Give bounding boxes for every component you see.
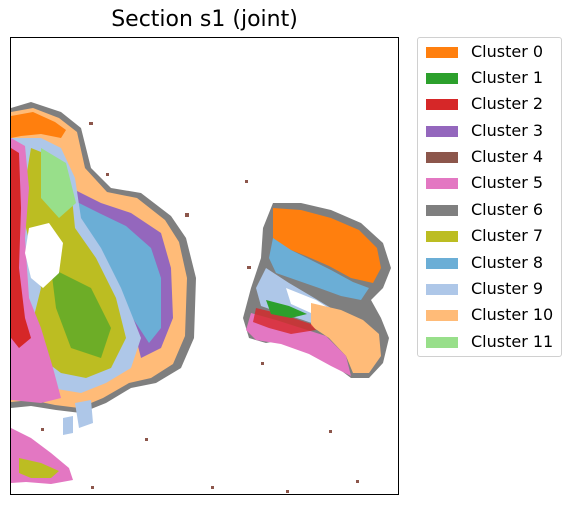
- legend-label: Cluster 11: [471, 332, 554, 351]
- legend-swatch: [426, 230, 458, 242]
- legend-swatch: [426, 98, 458, 110]
- legend-item: Cluster 9: [426, 279, 543, 299]
- left-tissue-orange-band: [11, 112, 66, 138]
- legend-item: Cluster 4: [426, 147, 543, 167]
- legend-item: Cluster 7: [426, 226, 543, 246]
- bottom-tissue-olive: [19, 458, 59, 478]
- legend-swatch: [426, 309, 458, 321]
- legend-item: Cluster 5: [426, 173, 543, 193]
- right-tissue-green: [266, 300, 307, 318]
- small-fragment-1: [75, 400, 93, 428]
- plot-title: Section s1 (joint): [111, 7, 298, 32]
- legend-swatch: [426, 125, 458, 137]
- left-tissue-blue-band: [69, 198, 161, 343]
- legend-swatch: [426, 46, 458, 58]
- legend-label: Cluster 0: [471, 42, 544, 61]
- legend-label: Cluster 6: [471, 200, 544, 219]
- legend-swatch: [426, 336, 458, 348]
- legend-label: Cluster 7: [471, 226, 544, 245]
- legend-label: Cluster 2: [471, 94, 544, 113]
- scattered-specks: [41, 122, 359, 493]
- legend-item: Cluster 8: [426, 253, 543, 273]
- left-tissue-green-streak: [51, 268, 111, 358]
- left-tissue-hole: [25, 223, 63, 288]
- legend-swatch: [426, 257, 458, 269]
- tissue-section-image: [11, 102, 391, 493]
- legend-label: Cluster 8: [471, 253, 544, 272]
- legend-item: Cluster 3: [426, 121, 543, 141]
- legend-swatch: [426, 151, 458, 163]
- right-tissue-red-green: [253, 308, 316, 334]
- spatial-cluster-map: [10, 37, 399, 495]
- legend-label: Cluster 4: [471, 147, 544, 166]
- right-tissue-orange: [273, 208, 381, 283]
- legend-item: Cluster 10: [426, 305, 553, 325]
- legend-swatch: [426, 283, 458, 295]
- legend-label: Cluster 9: [471, 279, 544, 298]
- legend-item: Cluster 0: [426, 42, 543, 62]
- legend-item: Cluster 6: [426, 200, 543, 220]
- right-tissue-blue-glands: [269, 238, 369, 300]
- legend: Cluster 0 Cluster 1 Cluster 2 Cluster 3 …: [417, 37, 562, 357]
- right-tissue-tan: [311, 303, 381, 373]
- legend-swatch: [426, 204, 458, 216]
- legend-label: Cluster 3: [471, 121, 544, 140]
- legend-item: Cluster 1: [426, 68, 543, 88]
- left-tissue-green-area: [41, 148, 76, 218]
- legend-item: Cluster 11: [426, 332, 553, 352]
- legend-label: Cluster 5: [471, 173, 544, 192]
- small-fragment-2: [63, 416, 73, 435]
- left-tissue-red-edge: [11, 148, 31, 348]
- legend-item: Cluster 2: [426, 94, 543, 114]
- legend-label: Cluster 10: [471, 305, 554, 324]
- legend-swatch: [426, 177, 458, 189]
- legend-label: Cluster 1: [471, 68, 544, 87]
- legend-swatch: [426, 72, 458, 84]
